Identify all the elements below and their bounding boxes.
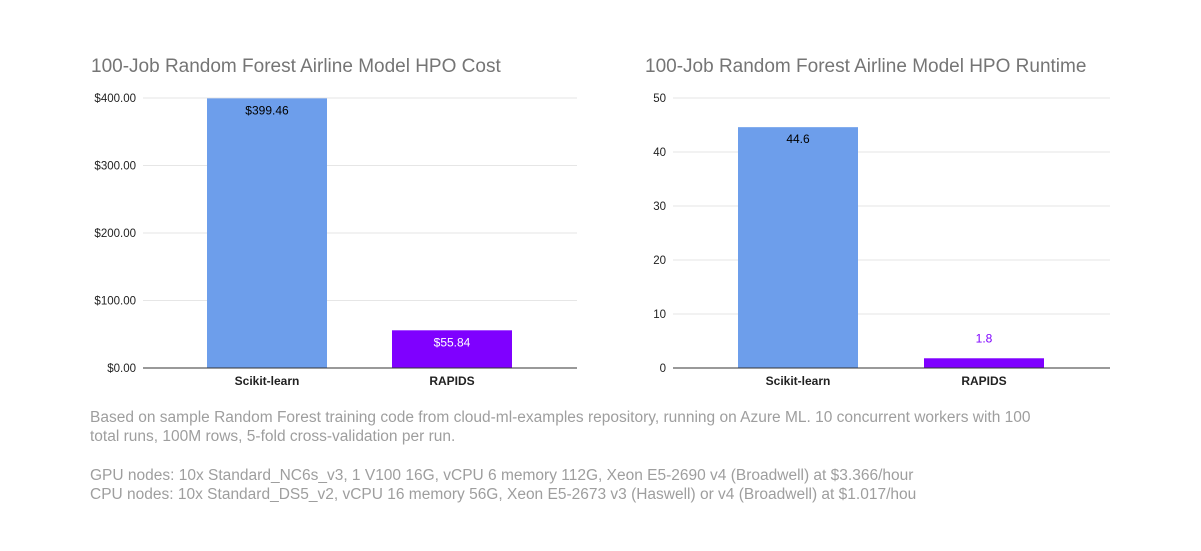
cost-ytick-label: $300.00 [94,161,136,173]
cost-bar-rapids [392,330,512,368]
runtime-value-label: 44.6 [786,132,810,146]
footnote-line-2: total runs, 100M rows, 5-fold cross-vali… [90,428,456,445]
chart-title-runtime: 100-Job Random Forest Airline Model HPO … [645,56,1087,77]
runtime-bar-scikit-learn [738,127,858,368]
cost-value-label: $55.84 [434,335,471,349]
runtime-category-label: RAPIDS [961,374,1006,388]
footnote-line-1: Based on sample Random Forest training c… [90,409,1031,426]
cost-value-label: $399.46 [245,103,289,117]
runtime-ytick-label: 50 [653,93,666,105]
footnote-cpu: CPU nodes: 10x Standard_DS5_v2, vCPU 16 … [90,486,917,503]
cost-ytick-label: $0.00 [107,363,136,375]
runtime-category-label: Scikit-learn [766,374,831,388]
runtime-ytick-label: 10 [653,309,666,321]
runtime-ytick-label: 40 [653,147,666,159]
cost-ytick-label: $100.00 [94,296,136,308]
runtime-ytick-label: 20 [653,255,666,267]
cost-bar-scikit-learn [207,98,327,368]
runtime-ytick-label: 30 [653,201,666,213]
runtime-ytick-label: 0 [660,363,666,375]
runtime-bar-rapids [924,358,1044,368]
chart-title-cost: 100-Job Random Forest Airline Model HPO … [91,56,501,77]
footnote-gpu: GPU nodes: 10x Standard_NC6s_v3, 1 V100 … [90,467,914,484]
cost-ytick-label: $200.00 [94,228,136,240]
cost-category-label: Scikit-learn [235,374,300,388]
cost-ytick-label: $400.00 [94,93,136,105]
runtime-value-label: 1.8 [976,331,993,345]
cost-category-label: RAPIDS [429,374,474,388]
